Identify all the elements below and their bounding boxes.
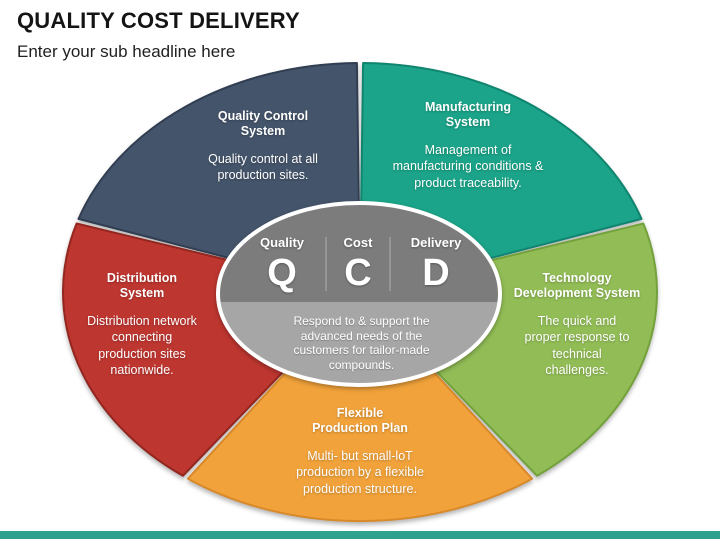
segment-body: Multi- but small-loT production by a fle… (296, 449, 424, 496)
segment-body: Quality control at all production sites. (208, 152, 318, 183)
qcd-letter: Q (267, 252, 297, 294)
segment-heading: Quality Control System (217, 109, 309, 138)
qcd-letter: C (344, 252, 372, 294)
qcd-label: Delivery (410, 235, 462, 250)
sub-headline: Enter your sub headline here (17, 42, 236, 61)
segment-distribution-system: Distribution System Distribution network… (57, 271, 227, 378)
segment-manufacturing-system: Manufacturing System Management of manuf… (383, 100, 553, 191)
segment-body: Management of manufacturing conditions &… (392, 143, 544, 190)
segment-flexible-production-plan: Flexible Production Plan Multi- but smal… (275, 406, 445, 497)
center-ellipse-ring (216, 201, 502, 387)
segment-body: The quick and proper response to technic… (524, 314, 630, 377)
segment-heading: Technology Development System (513, 271, 641, 300)
segment-quality-control-system: Quality Control System Quality control a… (178, 109, 348, 184)
page-title: QUALITY COST DELIVERY (17, 8, 300, 33)
qcd-column-delivery: Delivery D (390, 235, 482, 294)
center-ellipse-bottom-half (218, 302, 500, 385)
segment-heading: Flexible Production Plan (312, 406, 408, 435)
qcd-label: Cost (343, 235, 373, 250)
wedge-flexible-production-plan (186, 291, 534, 523)
qcd-column-cost: Cost C (326, 235, 390, 294)
segment-heading: Manufacturing System (424, 100, 512, 129)
segment-body: Distribution network connecting producti… (87, 314, 197, 377)
qcd-columns: Quality Q Cost C Delivery D (238, 235, 482, 294)
qcd-column-quality: Quality Q (238, 235, 326, 294)
segment-technology-development-system: Technology Development System The quick … (492, 271, 662, 378)
center-description: Respond to & support the advanced needs … (293, 314, 430, 372)
footer-accent-bar (0, 531, 720, 539)
center-ellipse (216, 201, 502, 387)
qcd-letter: D (422, 252, 450, 294)
qcd-label: Quality (259, 235, 305, 250)
segment-heading: Distribution System (106, 271, 178, 300)
